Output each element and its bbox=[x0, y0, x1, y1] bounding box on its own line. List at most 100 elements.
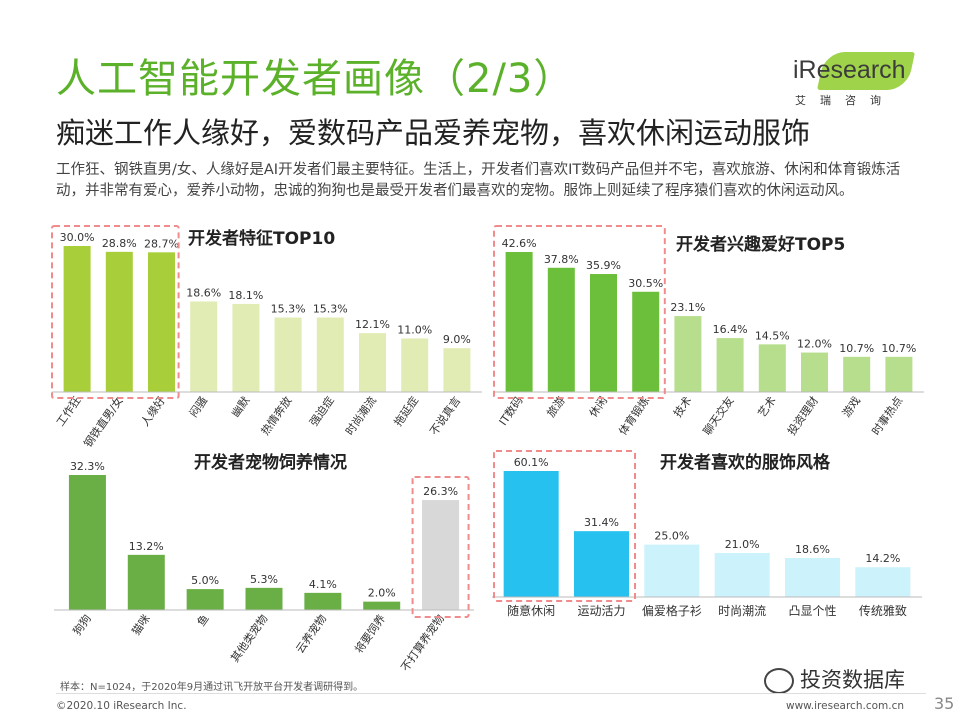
bar-hobbies-8 bbox=[843, 356, 871, 392]
bar-traits-8 bbox=[401, 338, 429, 392]
bar-pets-1 bbox=[127, 554, 165, 610]
page-title: 人工智能开发者画像（2/3） bbox=[56, 56, 575, 102]
data-label: 28.7% bbox=[144, 237, 179, 250]
chart-traits: 30.0%工作狂28.8%钢铁直男/女28.7%人缘好18.6%闷骚18.1%幽… bbox=[51, 225, 482, 450]
data-label: 16.4% bbox=[713, 323, 748, 336]
bar-hobbies-9 bbox=[885, 356, 913, 392]
category-label: 闷骚 bbox=[186, 394, 210, 420]
category-label: 热情奔放 bbox=[258, 394, 295, 438]
category-label: 不说真言 bbox=[427, 394, 464, 438]
wechat-icon bbox=[764, 668, 794, 694]
data-label: 13.2% bbox=[129, 540, 164, 553]
bar-pets-0 bbox=[68, 475, 106, 610]
page-description: 工作狂、钢铁直男/女、人缘好是AI开发者们最主要特征。生活上，开发者们喜欢IT数… bbox=[56, 162, 901, 199]
bar-traits-2 bbox=[148, 252, 175, 392]
data-label: 2.0% bbox=[368, 587, 396, 600]
category-label: 鱼 bbox=[194, 612, 212, 629]
chart-title-pets: 开发者宠物饲养情况 bbox=[194, 453, 347, 473]
watermark: 投资数据库 bbox=[764, 664, 905, 694]
data-label: 11.0% bbox=[397, 323, 432, 336]
chart-title-clothing: 开发者喜欢的服饰风格 bbox=[660, 453, 830, 473]
category-label: 强迫症 bbox=[306, 394, 336, 429]
category-label: 将要饲养 bbox=[351, 612, 388, 656]
category-label: 偏爱格子衫 bbox=[642, 603, 702, 618]
highlight-box-clothing bbox=[493, 450, 636, 602]
bar-traits-3 bbox=[190, 301, 218, 392]
bar-pets-3 bbox=[245, 587, 283, 610]
bar-traits-0 bbox=[63, 246, 91, 392]
data-label: 14.2% bbox=[865, 552, 900, 565]
data-label: 12.1% bbox=[355, 318, 390, 331]
data-label: 21.0% bbox=[725, 538, 760, 551]
page-subtitle: 痴迷工作人缘好，爱数码产品爱养宠物，喜欢休闲运动服饰 bbox=[56, 116, 811, 150]
category-label: 云养宠物 bbox=[293, 612, 330, 656]
data-label: 18.6% bbox=[186, 286, 221, 299]
data-label: 12.0% bbox=[797, 338, 832, 351]
data-label: 4.1% bbox=[309, 578, 337, 591]
data-label: 9.0% bbox=[443, 333, 471, 346]
data-label: 32.3% bbox=[70, 460, 105, 473]
category-label: 狗狗 bbox=[71, 612, 94, 637]
category-label: 随意休闲 bbox=[507, 603, 555, 618]
data-label: 25.0% bbox=[654, 530, 689, 543]
data-label: 15.3% bbox=[271, 303, 306, 316]
category-label: 传统雅致 bbox=[859, 603, 907, 618]
data-label: 18.1% bbox=[228, 289, 263, 302]
chart-title-traits: 开发者特征TOP10 bbox=[188, 229, 336, 249]
bar-clothing-4 bbox=[785, 558, 840, 597]
category-label: 猫咪 bbox=[129, 612, 152, 637]
bar-clothing-3 bbox=[714, 552, 770, 597]
category-label: 工作狂 bbox=[54, 394, 84, 428]
data-label: 26.3% bbox=[423, 485, 458, 498]
category-label: 钢铁直男/女 bbox=[81, 394, 126, 450]
bar-hobbies-5 bbox=[716, 338, 744, 392]
highlight-box-traits bbox=[51, 225, 180, 399]
bar-clothing-2 bbox=[644, 544, 700, 597]
category-label: 体育锻炼 bbox=[615, 394, 652, 438]
bar-clothing-1 bbox=[574, 531, 629, 597]
data-label: 30.0% bbox=[60, 231, 95, 244]
iresearch-logo: iResearch 艾瑞咨询 bbox=[793, 52, 923, 112]
category-label: IT数码 bbox=[497, 394, 526, 428]
bar-hobbies-3 bbox=[632, 291, 660, 392]
copyright: ©2020.10 iResearch Inc. bbox=[56, 700, 187, 712]
bar-clothing-5 bbox=[855, 567, 911, 597]
data-label: 18.6% bbox=[795, 543, 830, 556]
sample-note: 样本：N=1024，于2020年9月通过讯飞开放平台开发者调研得到。 bbox=[60, 682, 364, 693]
bar-hobbies-7 bbox=[801, 352, 828, 392]
highlight-box-hobbies bbox=[493, 225, 666, 399]
category-label: 凸显个性 bbox=[788, 604, 836, 618]
logo-subtext: 艾瑞咨询 bbox=[795, 94, 895, 107]
data-label: 60.1% bbox=[514, 456, 549, 469]
data-label: 28.8% bbox=[102, 237, 137, 250]
category-label: 游戏 bbox=[840, 394, 863, 419]
category-label: 时尚潮流 bbox=[718, 603, 766, 618]
bar-traits-5 bbox=[274, 317, 302, 392]
page-number: 35 bbox=[934, 694, 955, 713]
data-label: 37.8% bbox=[544, 253, 579, 266]
category-label: 拖延症 bbox=[391, 394, 421, 429]
data-label: 30.5% bbox=[628, 277, 663, 290]
bar-clothing-0 bbox=[503, 471, 559, 597]
bar-pets-2 bbox=[186, 589, 224, 610]
category-label: 技术 bbox=[671, 394, 694, 419]
data-label: 23.1% bbox=[670, 301, 705, 314]
category-label: 运动活力 bbox=[577, 604, 625, 618]
site-url[interactable]: www.iresearch.com.cn bbox=[786, 700, 905, 712]
data-label: 31.4% bbox=[584, 516, 619, 529]
data-label: 15.3% bbox=[313, 303, 348, 316]
bar-hobbies-0 bbox=[505, 252, 533, 392]
bar-traits-7 bbox=[359, 333, 386, 392]
data-label: 5.3% bbox=[250, 573, 278, 586]
bar-pets-5 bbox=[363, 601, 401, 610]
category-label: 不打算养宠物 bbox=[398, 612, 447, 674]
bar-pets-6 bbox=[422, 500, 460, 610]
data-label: 10.7% bbox=[839, 342, 874, 355]
category-label: 聊天交友 bbox=[700, 394, 737, 438]
watermark-text: 投资数据库 bbox=[800, 668, 905, 692]
bar-hobbies-1 bbox=[547, 267, 575, 392]
footer-divider bbox=[56, 693, 926, 694]
category-label: 其他类宠物 bbox=[227, 612, 270, 665]
bar-traits-4 bbox=[232, 303, 260, 392]
category-label: 时事热点 bbox=[869, 394, 905, 437]
